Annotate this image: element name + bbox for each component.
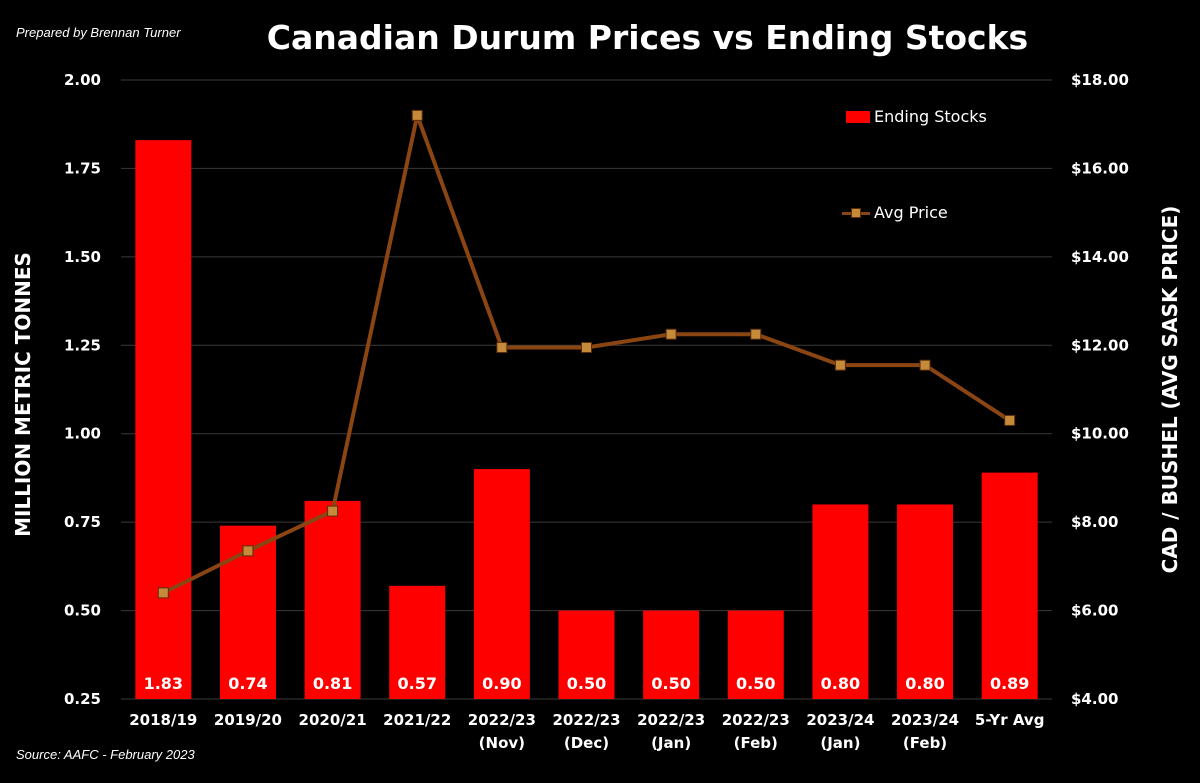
price-marker	[496, 341, 508, 353]
y-tick-label: 1.25	[64, 336, 101, 354]
y-tick-label: 2.00	[64, 71, 101, 89]
price-marker	[750, 328, 762, 340]
x-tick-label: 5-Yr Avg	[975, 711, 1045, 729]
bar-data-label: 0.57	[397, 674, 436, 693]
bar-data-label: 0.50	[567, 674, 606, 693]
price-marker	[1004, 414, 1016, 426]
price-marker	[665, 328, 677, 340]
bar	[643, 610, 700, 699]
y2-tick-label: $10.00	[1071, 425, 1129, 443]
y2-tick-label: $6.00	[1071, 602, 1118, 620]
y2-tick-label: $18.00	[1071, 71, 1129, 89]
bar	[812, 504, 869, 699]
bar-data-label: 0.50	[736, 674, 775, 693]
y-tick-label: 0.50	[64, 602, 101, 620]
x-tick-label: 2023/24	[891, 711, 959, 729]
price-marker	[157, 587, 169, 599]
x-tick-label: 2023/24	[806, 711, 874, 729]
x-tick-label: 2022/23	[637, 711, 705, 729]
bar	[389, 585, 446, 699]
x-tick-label: 2022/23	[722, 711, 790, 729]
y2-axis-title: CAD / BUSHEL (AVG SASK PRICE)	[1158, 206, 1182, 574]
x-tick-label: 2022/23	[468, 711, 536, 729]
y-tick-label: 1.75	[64, 159, 101, 177]
price-line	[162, 113, 1011, 595]
price-marker	[242, 545, 254, 557]
x-tick-label: 2018/19	[129, 711, 197, 729]
bar	[473, 469, 530, 699]
y-tick-label: 1.50	[64, 248, 101, 266]
legend-ending-stocks: Ending Stocks	[846, 107, 987, 126]
bar	[981, 472, 1038, 699]
chart-title: Canadian Durum Prices vs Ending Stocks	[266, 18, 1029, 57]
legend-ending-stocks-label: Ending Stocks	[874, 107, 987, 126]
bar-data-label: 0.74	[228, 674, 267, 693]
bar-data-label: 1.83	[144, 674, 183, 693]
x-tick-label: (Jan)	[820, 734, 860, 752]
price-marker	[834, 359, 846, 371]
y2-tick-label: $14.00	[1071, 248, 1129, 266]
x-tick-label: (Nov)	[479, 734, 525, 752]
bar-data-label: 0.50	[651, 674, 690, 693]
bar	[558, 610, 615, 699]
y-tick-label: 0.25	[64, 690, 101, 708]
y2-tick-label: $12.00	[1071, 336, 1129, 354]
price-marker	[411, 109, 423, 121]
bar	[304, 500, 361, 699]
bar-data-label: 0.80	[905, 674, 944, 693]
y2-tick-label: $16.00	[1071, 159, 1129, 177]
x-tick-label: 2019/20	[214, 711, 282, 729]
y-tick-label: 1.00	[64, 425, 101, 443]
x-tick-label: (Feb)	[734, 734, 778, 752]
y-tick-label: 0.75	[64, 513, 101, 531]
x-tick-label: (Jan)	[651, 734, 691, 752]
bar-data-label: 0.89	[990, 674, 1029, 693]
y-axis-title: MILLION METRIC TONNES	[11, 252, 35, 537]
y2-tick-label: $8.00	[1071, 513, 1118, 531]
legend-line-swatch	[842, 206, 870, 220]
bar-data-label: 0.90	[482, 674, 521, 693]
source-note: Source: AAFC - February 2023	[16, 747, 195, 762]
y2-tick-label: $4.00	[1071, 690, 1118, 708]
bar-data-label: 0.80	[821, 674, 860, 693]
x-tick-label: 2021/22	[383, 711, 451, 729]
prepared-by-note: Prepared by Brennan Turner	[16, 25, 181, 40]
legend-bar-swatch	[846, 110, 870, 123]
bar	[897, 504, 954, 699]
x-tick-label: 2022/23	[552, 711, 620, 729]
bar	[135, 140, 192, 700]
x-tick-label: 2020/21	[299, 711, 367, 729]
bar-data-label: 0.81	[313, 674, 352, 693]
price-marker	[919, 359, 931, 371]
legend-avg-price: Avg Price	[842, 203, 948, 222]
price-marker	[581, 341, 592, 353]
price-marker	[327, 505, 339, 517]
x-tick-label: (Dec)	[564, 734, 609, 752]
bar	[727, 610, 784, 699]
x-tick-label: (Feb)	[903, 734, 947, 752]
legend-avg-price-label: Avg Price	[874, 203, 948, 222]
